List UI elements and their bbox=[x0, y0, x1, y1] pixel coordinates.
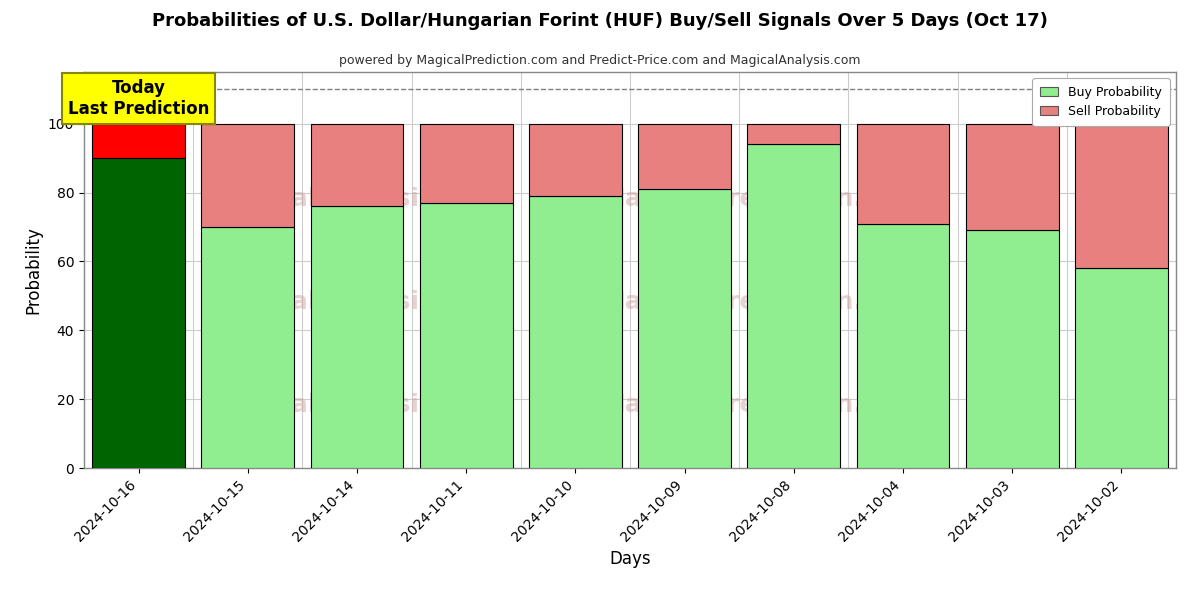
Bar bbox=[1075, 268, 1168, 468]
Legend: Buy Probability, Sell Probability: Buy Probability, Sell Probability bbox=[1032, 78, 1170, 125]
X-axis label: Days: Days bbox=[610, 550, 650, 568]
Text: powered by MagicalPrediction.com and Predict-Price.com and MagicalAnalysis.com: powered by MagicalPrediction.com and Pre… bbox=[340, 54, 860, 67]
Text: MagicalPrediction.com: MagicalPrediction.com bbox=[600, 290, 922, 314]
Text: Today
Last Prediction: Today Last Prediction bbox=[68, 79, 209, 118]
Bar bbox=[529, 196, 622, 468]
Bar bbox=[92, 158, 185, 468]
Bar bbox=[420, 124, 512, 203]
Bar bbox=[966, 230, 1058, 468]
Text: calAnalysis.com: calAnalysis.com bbox=[277, 290, 503, 314]
Bar bbox=[311, 124, 403, 206]
Bar bbox=[638, 124, 731, 189]
Bar bbox=[92, 124, 185, 158]
Bar bbox=[966, 124, 1058, 230]
Bar bbox=[1075, 124, 1168, 268]
Bar bbox=[857, 124, 949, 224]
Text: calAnalysis.com: calAnalysis.com bbox=[277, 187, 503, 211]
Bar bbox=[202, 227, 294, 468]
Text: Probabilities of U.S. Dollar/Hungarian Forint (HUF) Buy/Sell Signals Over 5 Days: Probabilities of U.S. Dollar/Hungarian F… bbox=[152, 12, 1048, 30]
Bar bbox=[748, 145, 840, 468]
Bar bbox=[748, 124, 840, 145]
Bar bbox=[638, 189, 731, 468]
Bar bbox=[529, 124, 622, 196]
Text: MagicalPrediction.com: MagicalPrediction.com bbox=[600, 392, 922, 416]
Y-axis label: Probability: Probability bbox=[24, 226, 42, 314]
Text: MagicalPrediction.com: MagicalPrediction.com bbox=[600, 187, 922, 211]
Bar bbox=[857, 224, 949, 468]
Bar bbox=[202, 124, 294, 227]
Bar bbox=[420, 203, 512, 468]
Bar bbox=[311, 206, 403, 468]
Text: calAnalysis.com: calAnalysis.com bbox=[277, 392, 503, 416]
